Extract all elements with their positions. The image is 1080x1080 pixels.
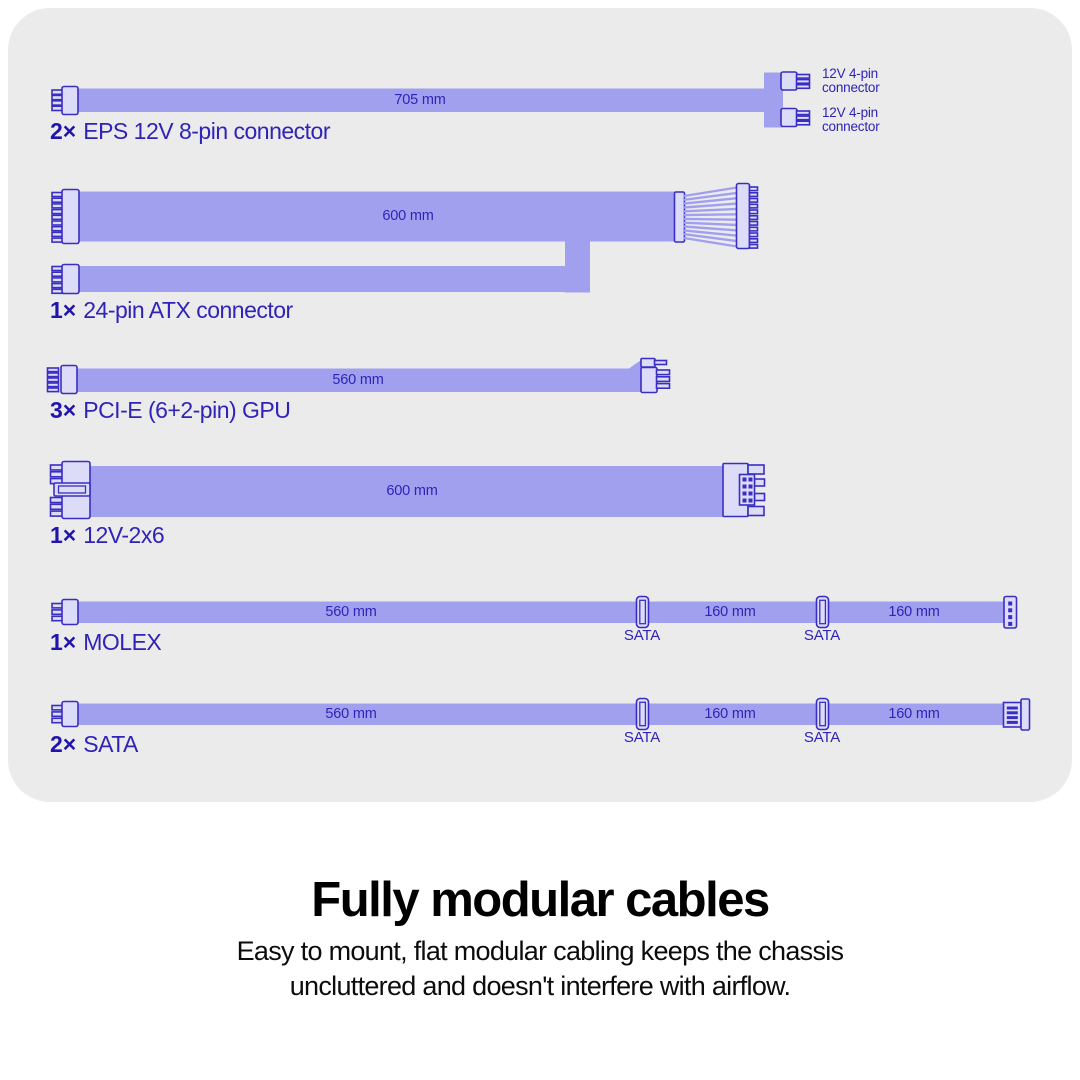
molex-sata-plug-2 (815, 595, 830, 629)
eps-row-label: 2× EPS 12V 8-pin connector (50, 118, 331, 145)
sata-qty: 2× (50, 731, 77, 757)
12v2x6-left-connector (49, 460, 91, 520)
sata-cable (51, 697, 1031, 731)
molex-length-label: 560 mm (325, 604, 377, 620)
sata-sata-label-2: SATA (803, 729, 841, 746)
eps-qty: 2× (50, 118, 77, 144)
sata-segment-label-2: 160 mm (888, 706, 940, 722)
subtitle-line-1: Easy to mount, flat modular cabling keep… (236, 936, 844, 966)
eps-branch-label-2: 12V 4-pin connector (822, 105, 880, 134)
eps-branch-label-1: 12V 4-pin connector (822, 66, 880, 95)
pcie-name: PCI-E (6+2-pin) GPU (83, 397, 291, 423)
atx-row-label: 1× 24-pin ATX connector (50, 297, 293, 324)
atx-24pin-connector (673, 182, 759, 250)
sata-left-connector (51, 700, 79, 728)
eps-left-connector (51, 85, 79, 116)
pcie-6plus2-connector (640, 357, 671, 394)
molex-sata-label-2: SATA (803, 627, 841, 644)
eps-cable (51, 71, 811, 128)
pcie-length-label: 560 mm (332, 372, 384, 388)
eps-4pin-connector-bottom (780, 107, 811, 128)
sata-plug-1 (635, 697, 650, 731)
atx-cable (51, 182, 759, 295)
cable-diagram-panel (8, 8, 1072, 802)
sata-plug-2 (815, 697, 830, 731)
atx-length-label: 600 mm (382, 208, 434, 224)
12v2x6-cable (49, 460, 766, 520)
molex-name: MOLEX (83, 629, 162, 655)
atx-name: 24-pin ATX connector (83, 297, 293, 323)
sata-name: SATA (83, 731, 138, 757)
atx-left-connector-top (51, 188, 80, 245)
eps-4pin-connector-top (780, 71, 811, 91)
molex-segment-label-1: 160 mm (704, 604, 756, 620)
molex-sata-label-1: SATA (623, 627, 661, 644)
molex-segment-label-2: 160 mm (888, 604, 940, 620)
sata-end-connector (1002, 698, 1031, 731)
sata-segment-label-1: 160 mm (704, 706, 756, 722)
pcie-row-label: 3× PCI-E (6+2-pin) GPU (50, 397, 291, 424)
12v2x6-qty: 1× (50, 522, 77, 548)
molex-row-label: 1× MOLEX (50, 629, 162, 656)
pcie-left-connector (46, 364, 78, 395)
eps-length-label: 705 mm (394, 92, 446, 108)
molex-qty: 1× (50, 629, 77, 655)
12v2x6-right-connector (722, 462, 766, 518)
12v2x6-length-label: 600 mm (386, 483, 438, 499)
page-title: Fully modular cables (311, 873, 770, 927)
atx-qty: 1× (50, 297, 77, 323)
molex-end-connector (1003, 595, 1018, 629)
molex-cable (51, 595, 1018, 629)
subtitle-line-2: uncluttered and doesn't interfere with a… (289, 971, 791, 1001)
molex-sata-plug-1 (635, 595, 650, 629)
atx-left-connector-bottom (51, 263, 80, 295)
sata-row-label: 2× SATA (50, 731, 138, 758)
molex-left-connector (51, 598, 79, 626)
12v2x6-name: 12V-2x6 (83, 522, 165, 548)
sata-length-label: 560 mm (325, 706, 377, 722)
pcie-qty: 3× (50, 397, 77, 423)
pcie-cable (46, 357, 671, 395)
12v2x6-row-label: 1× 12V-2x6 (50, 522, 165, 549)
eps-name: EPS 12V 8-pin connector (83, 118, 331, 144)
sata-sata-label-1: SATA (623, 729, 661, 746)
